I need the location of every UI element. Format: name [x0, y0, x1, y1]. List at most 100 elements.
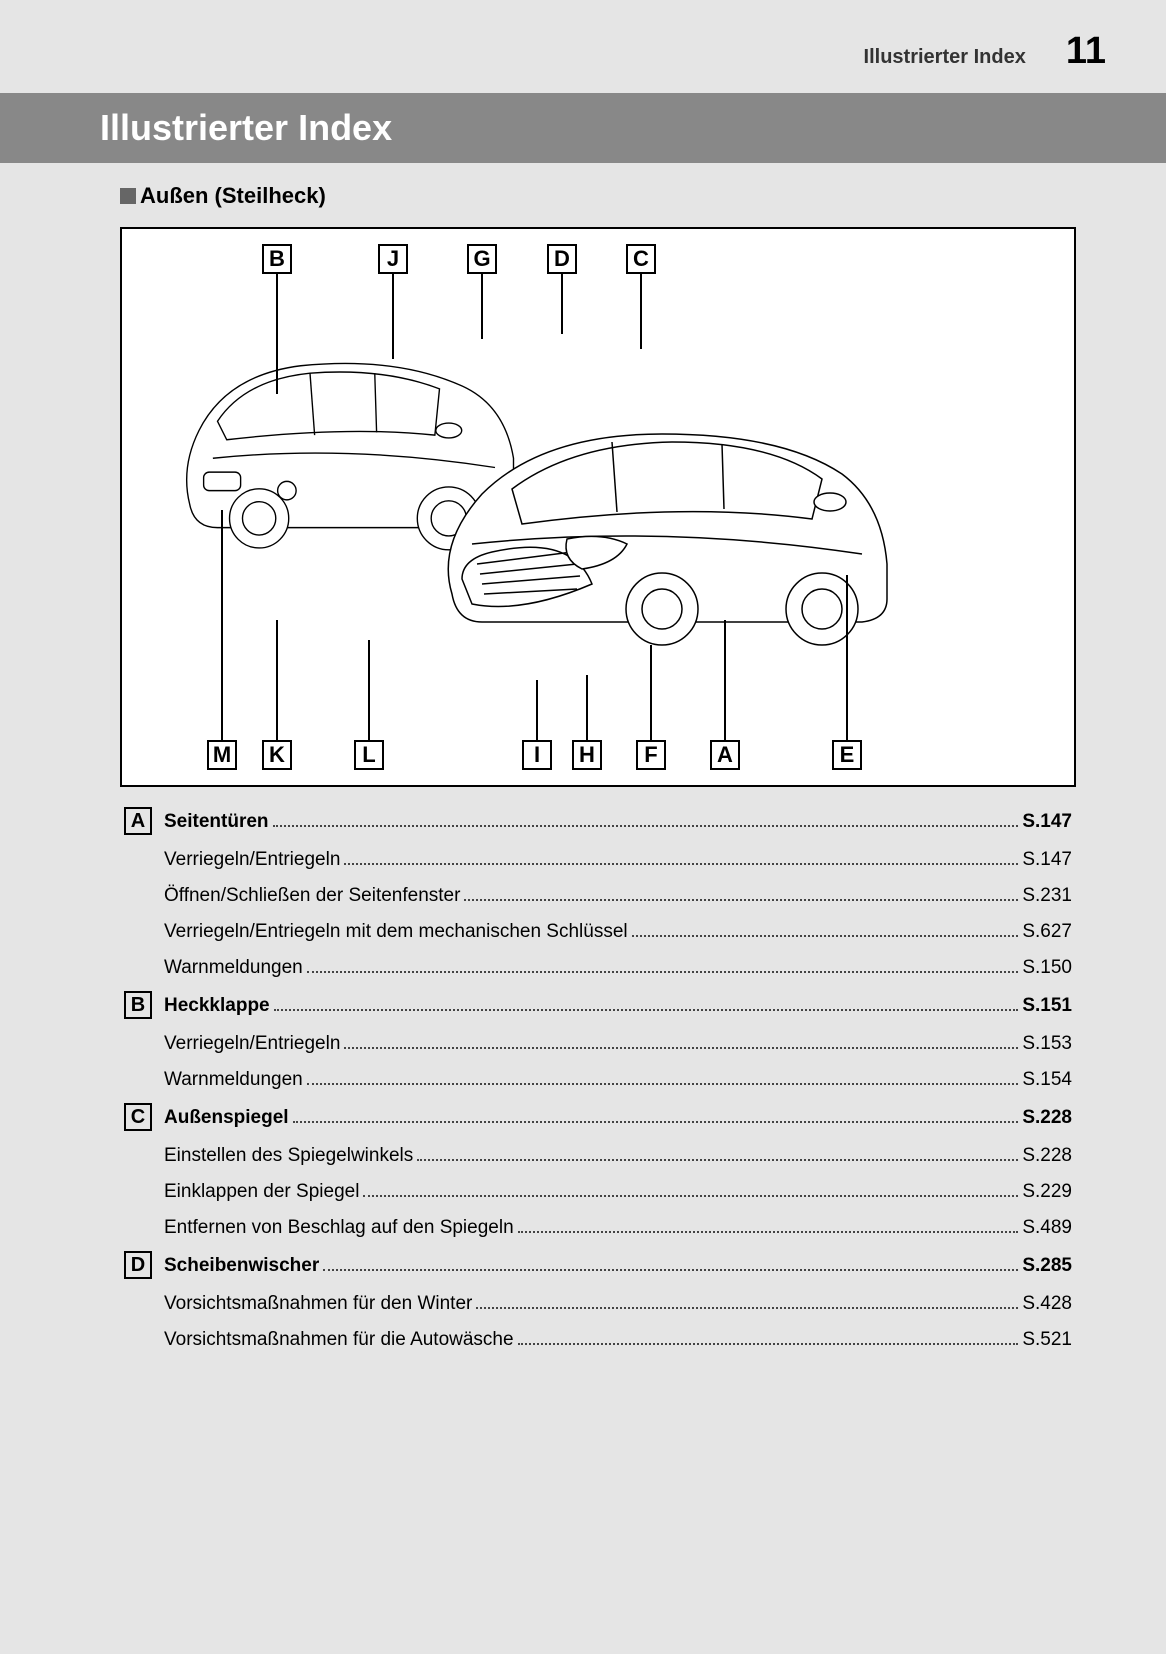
index-marker: C — [124, 1103, 152, 1131]
callout-line — [481, 274, 483, 339]
leader-dots — [307, 971, 1019, 973]
index-sub-row: Verriegeln/Entriegeln S.153 — [124, 1033, 1072, 1055]
diagram-callout-bottom: F — [636, 645, 666, 770]
index-sub-row: Einklappen der SpiegelS.229 — [124, 1181, 1072, 1203]
index-sub-row: Verriegeln/Entriegeln mit dem mechanisch… — [124, 921, 1072, 943]
leader-dots — [323, 1269, 1018, 1271]
index-main-label: Scheibenwischer — [164, 1255, 319, 1277]
leader-dots — [632, 935, 1019, 937]
callout-label: E — [832, 740, 862, 770]
index-sub-row: Warnmeldungen S.150 — [124, 957, 1072, 979]
bullet-icon — [120, 188, 136, 204]
index-main-page: S.147 — [1022, 811, 1072, 833]
index-sub-row: Vorsichtsmaßnahmen für den Winter S.428 — [124, 1293, 1072, 1315]
diagram-callout-top: J — [378, 244, 408, 359]
index-sub-label: Öffnen/Schließen der Seitenfenster — [164, 885, 460, 907]
diagram-callout-bottom: I — [522, 680, 552, 770]
index-main-page: S.151 — [1022, 995, 1072, 1017]
callout-label: C — [626, 244, 656, 274]
index-main-row: D Scheibenwischer S.285 — [124, 1253, 1072, 1279]
leader-dots — [363, 1195, 1018, 1197]
callout-label: M — [207, 740, 237, 770]
diagram-callout-top: G — [467, 244, 497, 339]
callout-label: H — [572, 740, 602, 770]
index-sub-label: Vorsichtsmaßnahmen für den Winter — [164, 1293, 472, 1315]
index-sub-label: Vorsichtsmaßnahmen für die Autowäsche — [164, 1329, 514, 1351]
diagram-callout-top: B — [262, 244, 292, 394]
leader-dots — [274, 1009, 1019, 1011]
callout-line — [221, 510, 223, 740]
diagram-callout-bottom: K — [262, 620, 292, 770]
diagram-callout-top: D — [547, 244, 577, 334]
index-list: ASeitentürenS.147Verriegeln/EntriegelnS.… — [120, 809, 1076, 1351]
diagram-callout-top: C — [626, 244, 656, 349]
index-main-row: ASeitentürenS.147 — [124, 809, 1072, 835]
callout-label: L — [354, 740, 384, 770]
callout-line — [724, 620, 726, 740]
leader-dots — [476, 1307, 1018, 1309]
index-sub-page: S.521 — [1022, 1329, 1072, 1351]
index-main-row: B Heckklappe S.151 — [124, 993, 1072, 1019]
index-sub-page: S.147 — [1022, 849, 1072, 871]
callout-line — [368, 640, 370, 740]
callout-label: J — [378, 244, 408, 274]
index-marker: D — [124, 1251, 152, 1279]
index-sub-label: Einklappen der Spiegel — [164, 1181, 359, 1203]
index-main-page: S.228 — [1022, 1107, 1072, 1129]
leader-dots — [417, 1159, 1018, 1161]
leader-dots — [307, 1083, 1019, 1085]
index-main-label: Heckklappe — [164, 995, 270, 1017]
index-sub-label: Verriegeln/Entriegeln — [164, 849, 340, 871]
callout-label: F — [636, 740, 666, 770]
index-sub-row: Einstellen des Spiegelwinkels S.228 — [124, 1145, 1072, 1167]
index-main-label: Seitentüren — [164, 811, 269, 833]
callout-line — [392, 274, 394, 359]
content-area: Außen (Steilheck) — [0, 163, 1166, 1351]
callout-line — [561, 274, 563, 334]
index-sub-page: S.153 — [1022, 1033, 1072, 1055]
callout-line — [640, 274, 642, 349]
callout-line — [846, 575, 848, 740]
callout-line — [650, 645, 652, 740]
index-sub-label: Verriegeln/Entriegeln — [164, 1033, 340, 1055]
callout-line — [586, 675, 588, 740]
diagram-callout-bottom: A — [710, 620, 740, 770]
index-sub-row: Vorsichtsmaßnahmen für die Autowäsche S.5… — [124, 1329, 1072, 1351]
index-sub-label: Warnmeldungen — [164, 957, 303, 979]
callout-label: I — [522, 740, 552, 770]
index-sub-label: Verriegeln/Entriegeln mit dem mechanisch… — [164, 921, 628, 943]
index-sub-label: Entfernen von Beschlag auf den Spiegeln — [164, 1217, 514, 1239]
callout-label: A — [710, 740, 740, 770]
callout-label: B — [262, 244, 292, 274]
callout-line — [276, 620, 278, 740]
index-sub-page: S.489 — [1022, 1217, 1072, 1239]
index-main-row: C Außenspiegel S.228 — [124, 1105, 1072, 1131]
index-sub-row: Warnmeldungen S.154 — [124, 1069, 1072, 1091]
subsection-text: Außen (Steilheck) — [140, 183, 326, 209]
index-main-page: S.285 — [1022, 1255, 1072, 1277]
diagram-callout-bottom: E — [832, 575, 862, 770]
leader-dots — [518, 1343, 1019, 1345]
front-car-illustration — [402, 379, 902, 669]
diagram-callout-bottom: H — [572, 675, 602, 770]
index-sub-label: Warnmeldungen — [164, 1069, 303, 1091]
subsection-heading: Außen (Steilheck) — [120, 183, 1076, 209]
leader-dots — [273, 825, 1019, 827]
index-marker: B — [124, 991, 152, 1019]
callout-label: G — [467, 244, 497, 274]
index-sub-page: S.231 — [1022, 885, 1072, 907]
index-sub-row: Öffnen/Schließen der Seitenfenster S.231 — [124, 885, 1072, 907]
index-main-label: Außenspiegel — [164, 1107, 289, 1129]
diagram-callout-bottom: L — [354, 640, 384, 770]
diagram-callout-bottom: M — [207, 510, 237, 770]
index-sub-page: S.154 — [1022, 1069, 1072, 1091]
index-sub-label: Einstellen des Spiegelwinkels — [164, 1145, 413, 1167]
leader-dots — [344, 1047, 1018, 1049]
callout-label: D — [547, 244, 577, 274]
car-diagram: B J G D C MK L IH F A E — [120, 227, 1076, 787]
callout-line — [536, 680, 538, 740]
leader-dots — [518, 1231, 1019, 1233]
index-sub-page: S.150 — [1022, 957, 1072, 979]
index-sub-page: S.228 — [1022, 1145, 1072, 1167]
index-sub-page: S.428 — [1022, 1293, 1072, 1315]
